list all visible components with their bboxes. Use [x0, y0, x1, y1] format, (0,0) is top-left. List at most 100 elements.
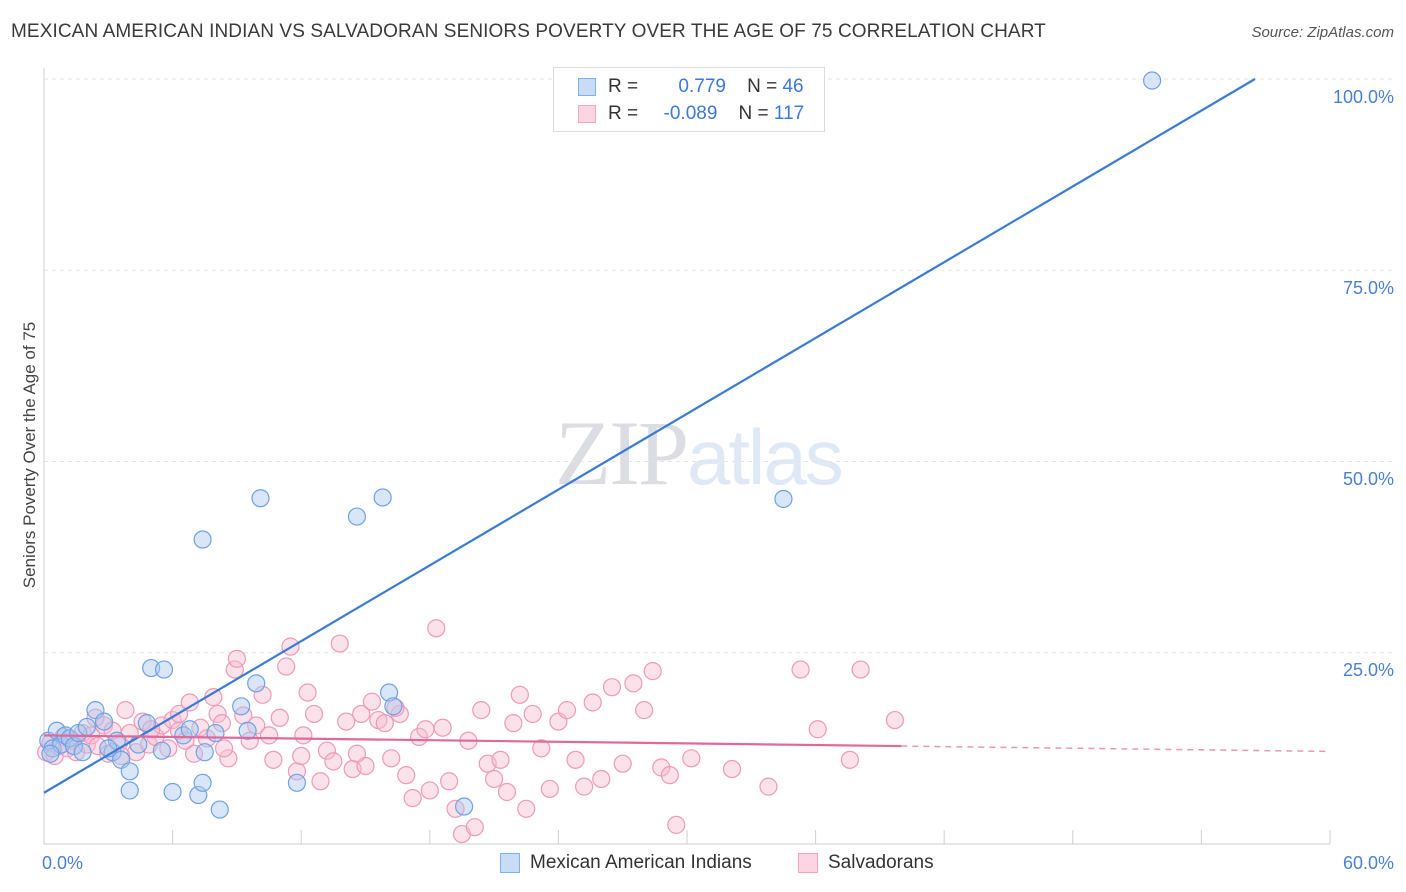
salvadorans-point [643, 662, 662, 681]
mexican-american-indians-point [77, 717, 96, 737]
mexican-american-indians-point [232, 697, 251, 716]
mexican-american-indians-point [454, 797, 474, 816]
salvadorans-point [227, 649, 246, 668]
salvadorans-point [583, 693, 602, 712]
salvadorans-point [808, 720, 827, 739]
salvadorans-point [497, 782, 517, 802]
salvadorans-point [439, 772, 459, 791]
mexican-american-indians-point [120, 781, 139, 800]
salvadorans-point [317, 741, 337, 760]
salvadorans-point [433, 718, 452, 737]
source-note: Source: ZipAtlas.com [1251, 24, 1394, 41]
r-value: -0.089 [663, 103, 718, 124]
blue-swatch-icon [500, 853, 520, 873]
r-value: 0.779 [678, 76, 726, 97]
y-axis-label: Seniors Poverty Over the Age of 75 [20, 321, 39, 589]
chart-title: MEXICAN AMERICAN INDIAN VS SALVADORAN SE… [11, 21, 1046, 42]
y-tick-50: 50.0% [1342, 469, 1394, 489]
mexican-american-indians-point [154, 660, 174, 679]
salvadorans-trend-line [43, 734, 902, 748]
salvadorans-point [667, 815, 686, 834]
salvadorans-point [347, 744, 367, 763]
salvadorans-point [352, 704, 371, 724]
salvadorans-point [635, 701, 654, 720]
salvadorans-point [259, 726, 279, 745]
salvadorans-point [465, 818, 484, 837]
salvadorans-point [885, 710, 905, 730]
salvadorans-point [382, 749, 401, 768]
n-value: 117 [773, 103, 805, 124]
blue-swatch-icon [578, 78, 596, 96]
watermark-atlas: atlas [687, 413, 844, 501]
salvadorans-point [504, 714, 523, 733]
salvadorans-point [840, 750, 859, 769]
mexican-american-indians-point [384, 697, 403, 716]
salvadorans-point [311, 772, 330, 791]
salvadorans-point [660, 766, 679, 785]
salvadorans-point [485, 769, 504, 789]
salvadorans-point [270, 708, 289, 727]
y-tick-25: 25.0% [1342, 660, 1394, 680]
trend-lines [43, 78, 1331, 794]
n-label: N = [738, 103, 769, 124]
salvadorans-point [851, 660, 870, 679]
mexican-american-indians-point [287, 773, 307, 792]
salvadorans-point [397, 766, 416, 785]
salvadorans-point [532, 739, 551, 758]
salvadorans-point [540, 779, 559, 799]
salvadorans-point [253, 685, 272, 704]
salvadorans-point [523, 704, 542, 724]
salvadorans-point [304, 704, 324, 724]
salvadorans-point [219, 749, 238, 768]
x-tick-min: 0.0% [42, 853, 84, 873]
legend-label: Mexican American Indians [530, 852, 752, 873]
salvadorans-point [247, 716, 266, 735]
mexican-american-indians-trend-line [43, 78, 1256, 794]
salvadorans-point [557, 701, 577, 720]
mexican-american-indians-point [373, 488, 392, 507]
y-tick-75: 75.0% [1342, 278, 1394, 298]
mexican-american-indians-point [152, 741, 171, 760]
watermark: ZIPatlas [555, 400, 844, 506]
mexican-american-indians-point [774, 489, 793, 509]
stats-legend: R = 0.779 N = 46 R = -0.089 N = 117 [553, 67, 825, 132]
mexican-american-indians-point [193, 530, 212, 549]
salvadorans-point [602, 678, 622, 697]
mexican-american-indians-point [247, 674, 266, 693]
salvadorans-point [791, 660, 810, 679]
n-value: 46 [782, 76, 804, 97]
y-tick-100: 100.0% [1332, 87, 1394, 107]
mexican-american-indians-point [1143, 71, 1162, 90]
mexican-american-indians-point [251, 489, 270, 508]
mexican-american-indians-point [379, 683, 399, 702]
salvadorans-point [427, 619, 446, 638]
mexican-american-indians-point [193, 773, 212, 792]
salvadorans-trend-extension [901, 745, 1331, 753]
salvadorans-point [722, 759, 742, 779]
salvadorans-point [472, 701, 491, 720]
salvadorans-point [324, 752, 343, 771]
salvadorans-point [375, 714, 394, 733]
salvadorans-point [759, 777, 778, 796]
legend-label: Salvadorans [828, 852, 934, 873]
mexican-american-indians-point [73, 743, 92, 762]
salvadorans-point [682, 749, 701, 768]
salvadorans-point [277, 657, 296, 676]
axes [43, 68, 1331, 845]
salvadorans-point [214, 739, 234, 758]
salvadorans-point [330, 634, 349, 653]
salvadorans-point [403, 788, 422, 808]
grid-lines [44, 78, 1392, 654]
salvadorans-point [624, 674, 643, 693]
series-legend: Mexican American Indians Salvadorans [0, 852, 1406, 878]
mexican-american-indians-point [195, 743, 214, 762]
salvadorans-point [264, 750, 283, 769]
salvadorans-point [491, 750, 510, 769]
pink-swatch-icon [578, 105, 596, 123]
salvadorans-point [116, 701, 135, 720]
mexican-american-indians-point [206, 723, 225, 743]
mexican-american-indians-point [120, 762, 139, 781]
salvadorans-points [37, 619, 905, 844]
mexican-american-indians-point [238, 721, 257, 740]
